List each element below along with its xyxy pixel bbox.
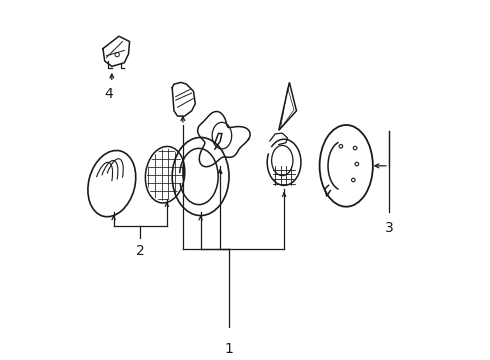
Text: 3: 3 [385,221,393,235]
Polygon shape [279,82,296,130]
Text: 4: 4 [104,87,113,101]
Ellipse shape [146,147,185,203]
Text: 2: 2 [136,244,145,258]
Text: 1: 1 [224,342,233,356]
